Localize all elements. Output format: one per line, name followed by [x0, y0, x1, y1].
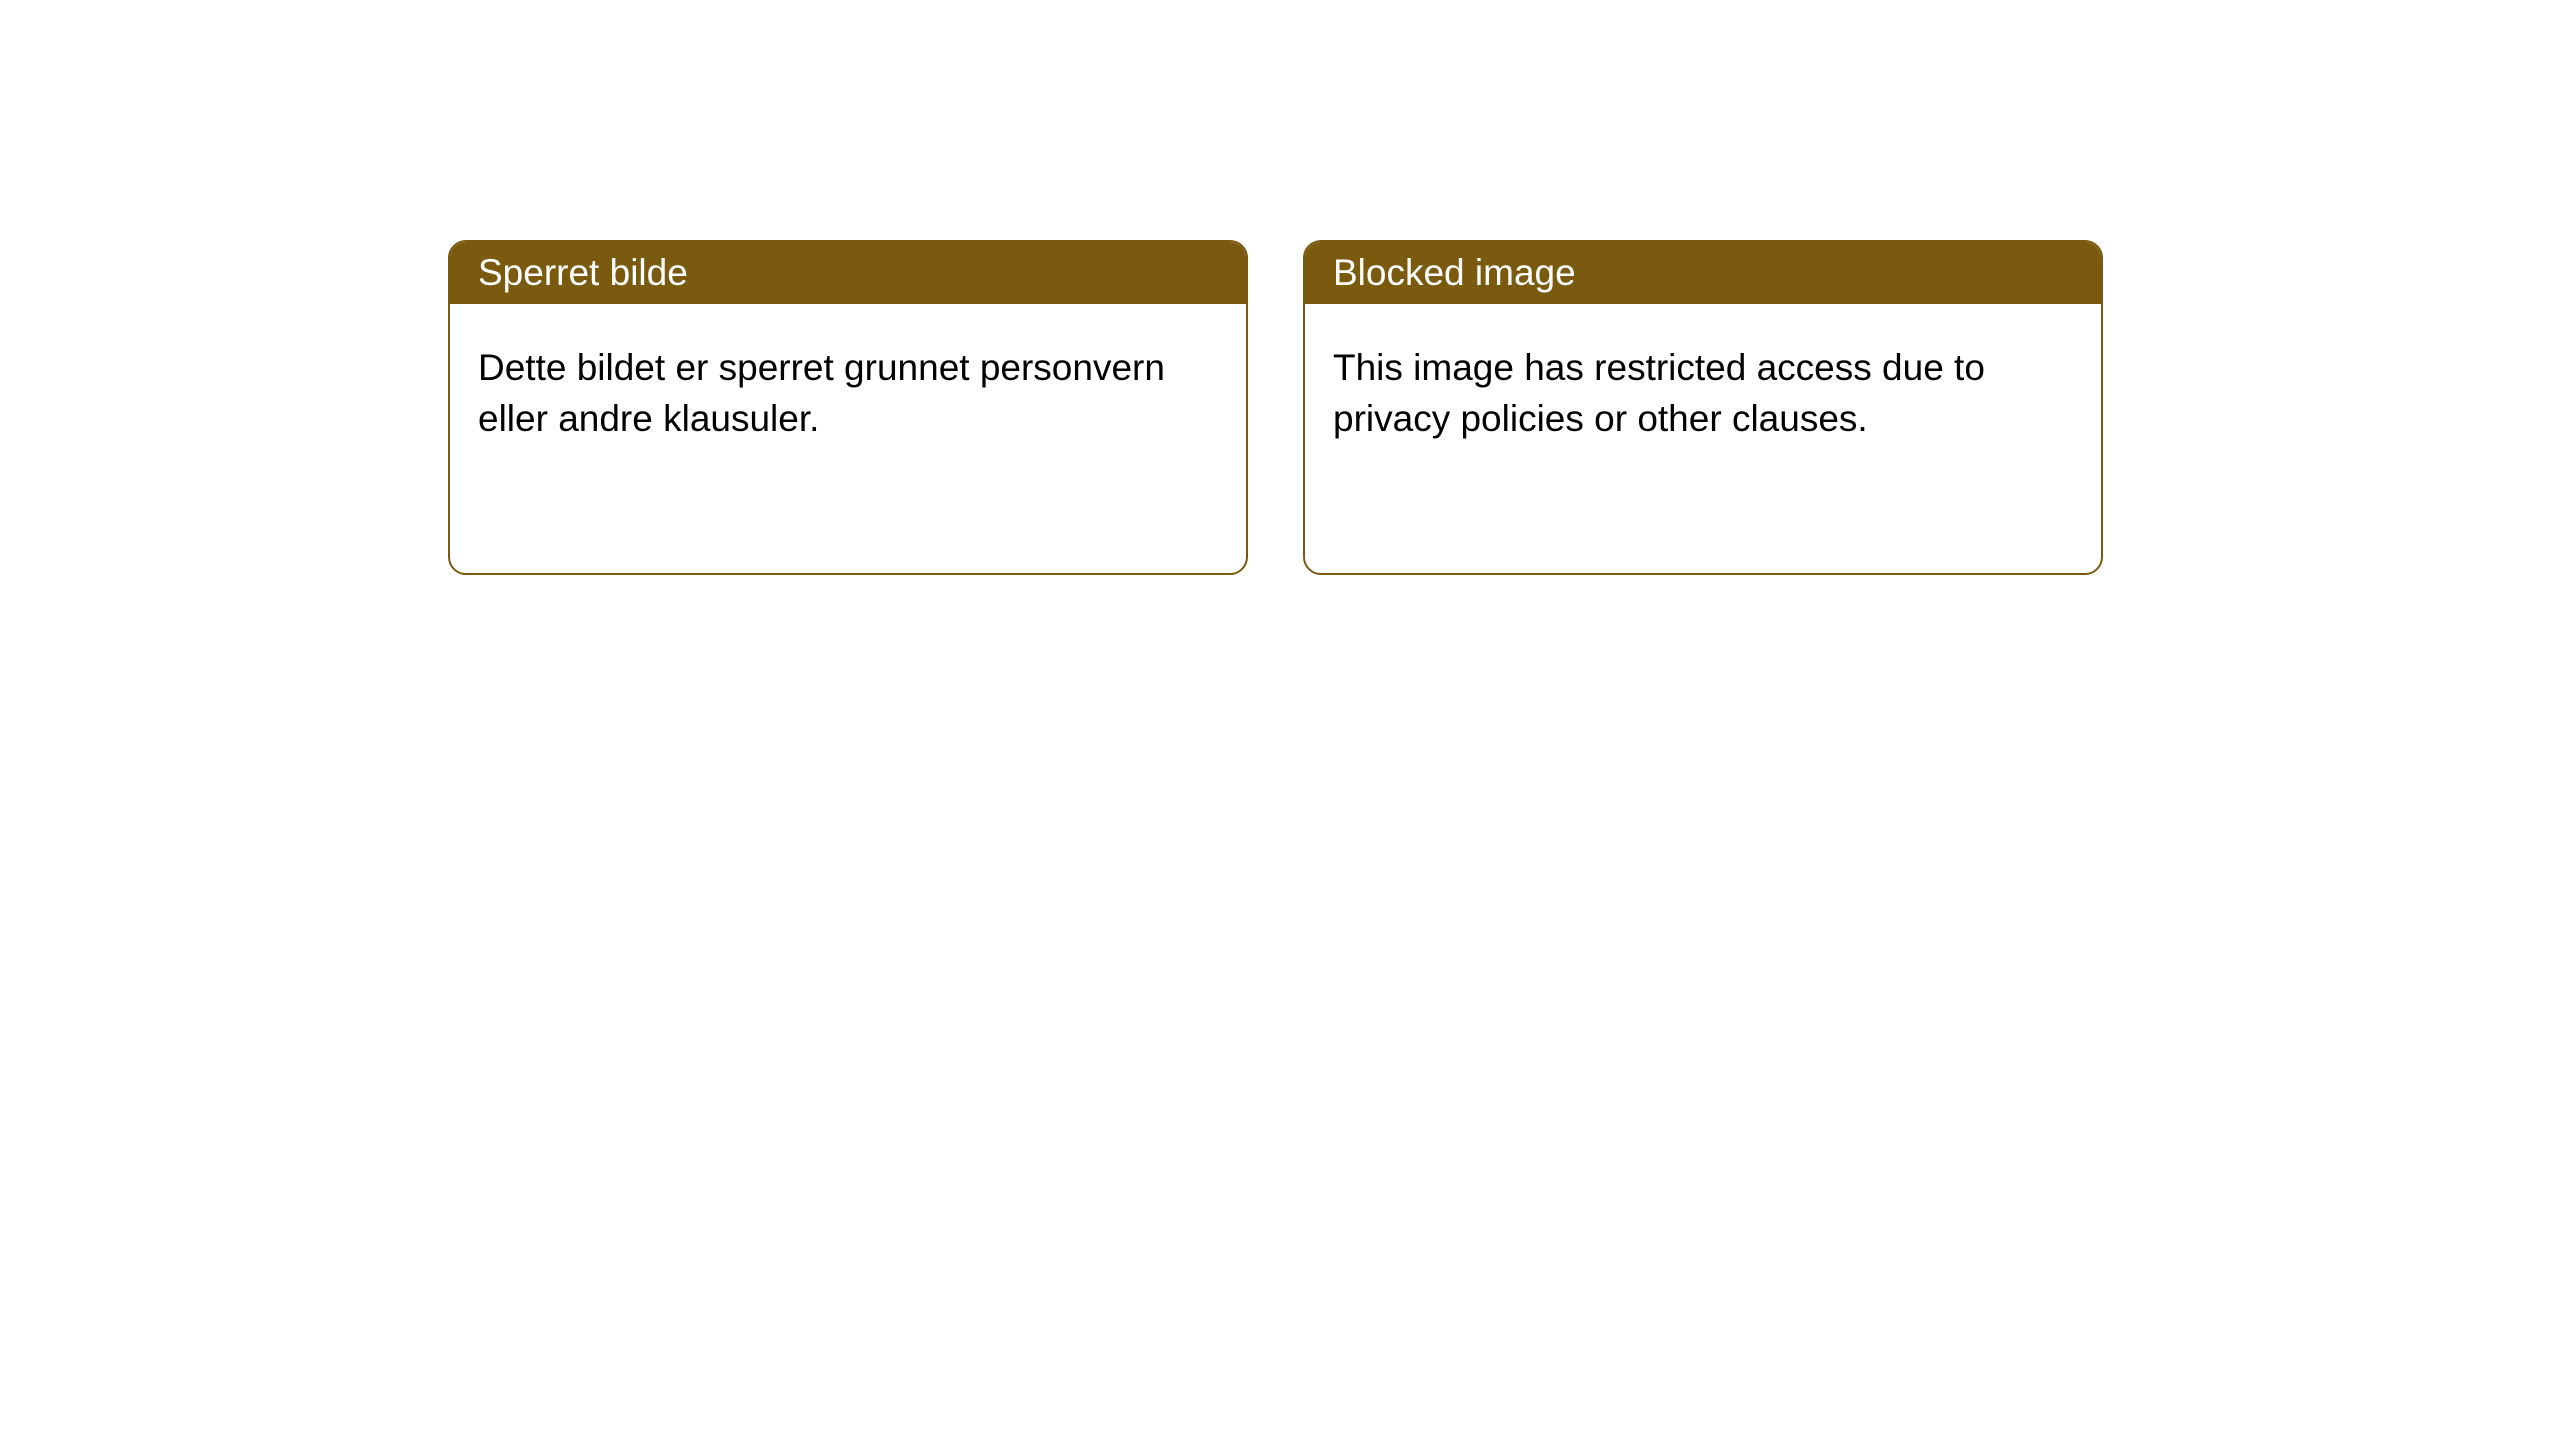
card-body-english: This image has restricted access due to …: [1305, 304, 2101, 482]
card-title-english: Blocked image: [1333, 252, 1576, 293]
card-message-norwegian: Dette bildet er sperret grunnet personve…: [478, 347, 1165, 439]
blocked-image-card-norwegian: Sperret bilde Dette bildet er sperret gr…: [448, 240, 1248, 575]
card-title-norwegian: Sperret bilde: [478, 252, 688, 293]
notice-container: Sperret bilde Dette bildet er sperret gr…: [0, 0, 2560, 575]
card-body-norwegian: Dette bildet er sperret grunnet personve…: [450, 304, 1246, 482]
card-message-english: This image has restricted access due to …: [1333, 347, 1985, 439]
card-header-english: Blocked image: [1305, 242, 2101, 304]
card-header-norwegian: Sperret bilde: [450, 242, 1246, 304]
blocked-image-card-english: Blocked image This image has restricted …: [1303, 240, 2103, 575]
